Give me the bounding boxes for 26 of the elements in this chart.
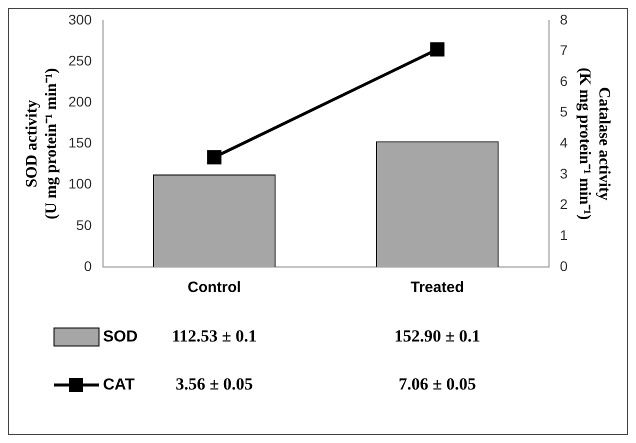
legend-label: SOD <box>103 328 138 346</box>
y2-tick-label: 3 <box>560 165 568 182</box>
y2-tick-label: 7 <box>560 42 568 58</box>
y2-tick-label: 6 <box>560 72 568 89</box>
y2-tick-label: 1 <box>560 227 568 244</box>
x-tick-label: Control <box>188 279 241 296</box>
data-label: 112.53 ± 0.1 <box>172 326 257 346</box>
y-tick-label: 250 <box>68 52 92 68</box>
y-tick-label: 300 <box>68 11 92 28</box>
y-tick-label: 200 <box>68 93 92 110</box>
data-label: 7.06 ± 0.05 <box>398 374 476 394</box>
data-label: 3.56 ± 0.05 <box>176 374 253 394</box>
x-tick-label: Treated <box>410 279 464 296</box>
y2-tick-label: 0 <box>560 258 568 274</box>
y2-tick-label: 4 <box>560 134 568 151</box>
y2-tick-label: 5 <box>560 104 568 120</box>
y-tick-label: 0 <box>84 258 92 274</box>
y-tick-label: 150 <box>68 134 92 151</box>
y2-tick-label: 8 <box>560 11 568 28</box>
y2-tick-label: 2 <box>560 196 568 212</box>
legend-label: CAT <box>103 376 135 394</box>
y-axis-title: SOD activity (U mg protein⁻¹ min⁻¹) <box>24 68 60 220</box>
y2-axis-title: Catalase activity (K mg protein⁻¹ min⁻¹) <box>576 68 612 220</box>
y-tick-label: 50 <box>76 216 92 233</box>
data-label: 152.90 ± 0.1 <box>394 326 480 346</box>
y-tick-label: 100 <box>68 176 92 192</box>
